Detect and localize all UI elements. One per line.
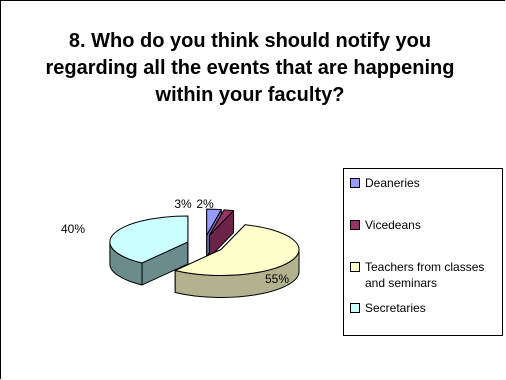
pie-slice-teachers [174,224,300,276]
data-label-secretaries: 40% [61,222,85,236]
chart-legend: Deaneries Vicedeans Teachers from classe… [343,168,503,336]
legend-label-secretaries: Secretaries [365,301,426,315]
pie-slice-secretaries [109,215,189,264]
legend-label-deaneries: Deaneries [365,176,420,190]
data-label-teachers: 55% [265,272,289,286]
legend-swatch-teachers [350,262,360,272]
data-label-deaneries: 3% [174,197,192,211]
legend-label-teachers: Teachers from classes and seminars [365,260,485,290]
legend-swatch-vicedeans [350,220,360,230]
legend-label-vicedeans: Vicedeans [365,218,421,232]
pie-slice-vicedeans [208,209,235,236]
pie-slice-deaneries [206,208,222,236]
chart-title: 8. Who do you think should notify you re… [45,30,455,106]
legend-swatch-secretaries [350,303,360,313]
data-label-vicedeans: 2% [196,197,214,211]
legend-swatch-deaneries [350,178,360,188]
